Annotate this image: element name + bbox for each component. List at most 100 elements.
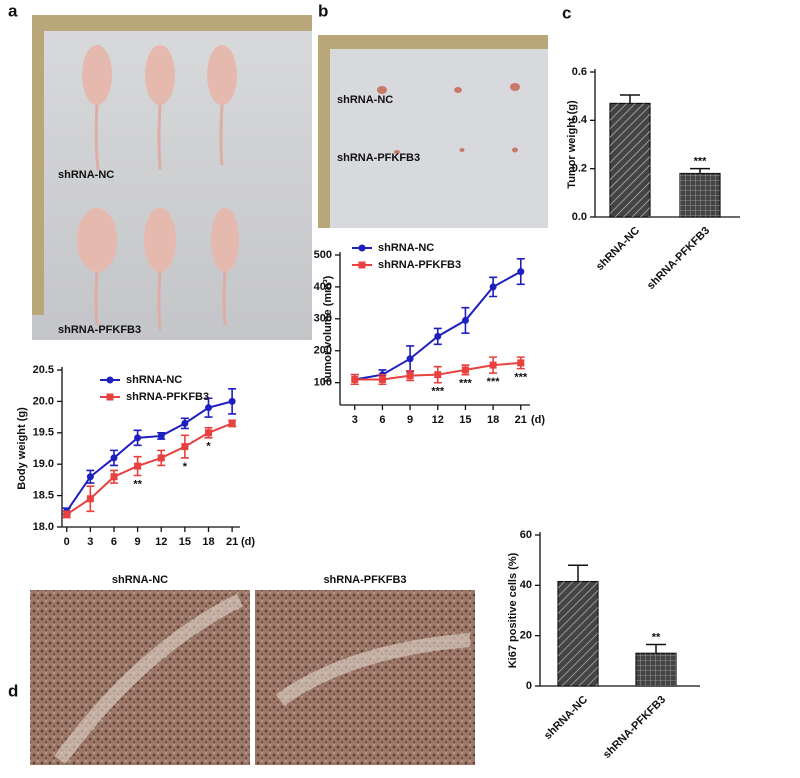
y-tick-label: 20.5 xyxy=(33,364,54,376)
photo-label: shRNA-PFKFB3 xyxy=(58,324,141,336)
marker xyxy=(489,283,497,291)
x-tick-label: shRNA-NC xyxy=(542,694,590,742)
y-tick-label: 100 xyxy=(314,377,332,389)
y-tick-label: 300 xyxy=(314,313,332,325)
panel-letter: c xyxy=(562,3,571,22)
marker xyxy=(181,443,189,451)
x-tick-label: shRNA-NC xyxy=(594,225,642,273)
panel-letter: a xyxy=(8,1,18,20)
marker xyxy=(351,375,359,383)
error-bar xyxy=(690,167,710,174)
significance: *** xyxy=(431,386,445,398)
x-axis-label: (d) xyxy=(531,414,545,426)
photo-label: shRNA-PFKFB3 xyxy=(337,152,420,164)
y-tick-label: 0.6 xyxy=(572,66,587,78)
error-bar xyxy=(620,94,640,104)
marker xyxy=(434,371,442,379)
marker xyxy=(461,366,469,374)
series-line xyxy=(65,400,233,512)
x-tick-label: 9 xyxy=(407,414,413,426)
x-tick-label: 15 xyxy=(179,536,191,548)
photo-label: shRNA-PFKFB3 xyxy=(323,574,406,586)
bar-hatch xyxy=(558,581,598,686)
marker xyxy=(204,404,212,412)
y-tick-label: 18.0 xyxy=(33,521,54,533)
marker xyxy=(489,361,497,369)
y-tick-label: 18.5 xyxy=(33,490,54,502)
marker xyxy=(204,429,212,437)
y-tick-label: 0 xyxy=(526,680,532,692)
x-tick-label: shRNA-PFKFB3 xyxy=(601,694,668,761)
y-tick-label: 400 xyxy=(314,281,332,293)
photo-b xyxy=(318,35,548,228)
marker xyxy=(157,454,165,462)
y-axis-label: Body weight (g) xyxy=(16,407,28,490)
significance: *** xyxy=(487,376,501,388)
panel-letter: d xyxy=(8,681,18,700)
legend-marker xyxy=(106,376,114,384)
legend-label: shRNA-NC xyxy=(378,242,434,254)
marker xyxy=(157,432,165,440)
y-axis-label: Ki67 positive cells (%) xyxy=(507,552,519,668)
x-tick-label: 21 xyxy=(515,414,527,426)
photo-label: shRNA-NC xyxy=(58,169,114,181)
marker xyxy=(110,473,118,481)
y-tick-label: 19.5 xyxy=(33,427,54,439)
y-tick-label: 60 xyxy=(520,529,532,541)
legend-label: shRNA-PFKFB3 xyxy=(378,259,461,271)
marker xyxy=(461,316,469,324)
x-tick-label: 0 xyxy=(64,536,70,548)
x-tick-label: 9 xyxy=(135,536,141,548)
bar-hatch xyxy=(610,103,650,217)
x-tick-label: 18 xyxy=(487,414,499,426)
x-tick-label: 6 xyxy=(379,414,385,426)
legend-label: shRNA-NC xyxy=(126,374,182,386)
x-tick-label: 15 xyxy=(459,414,471,426)
marker xyxy=(63,510,71,518)
x-tick-label: 12 xyxy=(155,536,167,548)
marker xyxy=(406,372,414,380)
x-tick-label: 21 xyxy=(226,536,238,548)
marker xyxy=(86,473,94,481)
marker xyxy=(378,375,386,383)
y-tick-label: 20.0 xyxy=(33,395,54,407)
y-tick-label: 40 xyxy=(520,579,532,591)
legend-label: shRNA-PFKFB3 xyxy=(126,391,209,403)
legend-marker xyxy=(358,244,366,252)
photo-label: shRNA-NC xyxy=(112,574,168,586)
photo-label: shRNA-NC xyxy=(337,94,393,106)
error-bar xyxy=(568,564,588,582)
marker xyxy=(228,419,236,427)
y-tick-label: 0.2 xyxy=(572,163,587,175)
marker xyxy=(517,359,525,367)
y-axis-label: Tumor volume (mm³) xyxy=(322,275,334,384)
marker xyxy=(134,434,142,442)
significance: ** xyxy=(133,478,142,490)
significance: *** xyxy=(459,378,473,390)
photo-a xyxy=(32,15,312,340)
x-tick-label: shRNA-PFKFB3 xyxy=(645,225,712,292)
marker xyxy=(228,397,236,405)
series-line xyxy=(66,422,233,516)
x-tick-label: 3 xyxy=(87,536,93,548)
marker xyxy=(406,355,414,363)
marker xyxy=(110,454,118,462)
marker xyxy=(434,332,442,340)
y-tick-label: 500 xyxy=(314,249,332,261)
marker xyxy=(134,462,142,470)
legend-marker xyxy=(106,393,114,401)
significance: *** xyxy=(694,156,708,168)
significance: * xyxy=(183,461,188,473)
significance: *** xyxy=(514,372,528,384)
significance: ** xyxy=(652,631,661,643)
y-tick-label: 20 xyxy=(520,630,532,642)
y-tick-label: 200 xyxy=(314,345,332,357)
y-tick-label: 19.0 xyxy=(33,458,54,470)
ihc-image xyxy=(255,590,475,765)
y-axis-label: Tumor weight (g) xyxy=(566,100,578,189)
bar-hatch xyxy=(636,653,676,686)
bar-hatch xyxy=(680,173,720,217)
x-tick-label: 12 xyxy=(432,414,444,426)
x-tick-label: 18 xyxy=(202,536,214,548)
